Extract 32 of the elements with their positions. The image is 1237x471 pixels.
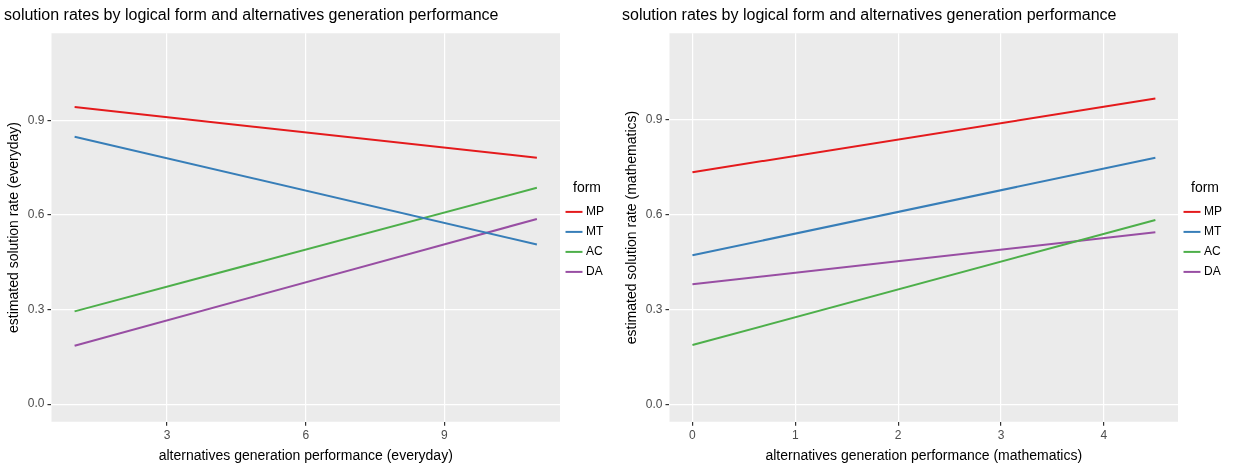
y-tick-label: 0.9 bbox=[27, 112, 45, 127]
legend-label: DA bbox=[586, 264, 603, 279]
y-tick-label: 0.0 bbox=[645, 396, 663, 411]
x-axis-title: alternatives generation performance (mathematics) bbox=[765, 447, 1083, 464]
x-tick-label: 3 bbox=[163, 428, 171, 443]
legend-label: MT bbox=[1204, 224, 1222, 239]
x-axis-title: alternatives generation performance (everyday) bbox=[158, 447, 453, 464]
legend-label: MT bbox=[586, 224, 604, 239]
chart-title: solution rates by logical form and alternatives generation performance bbox=[622, 6, 1117, 24]
x-tick-label: 0 bbox=[689, 428, 697, 443]
chart-title: solution rates by logical form and alternatives generation performance bbox=[4, 6, 499, 24]
legend-label: DA bbox=[1204, 264, 1221, 279]
legend-label: MP bbox=[586, 204, 604, 219]
x-tick-label: 3 bbox=[997, 428, 1005, 443]
y-tick-label: 0.6 bbox=[27, 207, 45, 222]
legend-title: form bbox=[573, 178, 601, 195]
x-tick-label: 9 bbox=[441, 428, 449, 443]
y-tick-label: 0.3 bbox=[27, 301, 45, 316]
y-tick-label: 0.3 bbox=[645, 301, 663, 316]
x-tick-label: 4 bbox=[1100, 428, 1108, 443]
x-tick-label: 2 bbox=[894, 428, 902, 443]
y-axis-title: estimated solution rate (mathematics) bbox=[623, 110, 640, 345]
x-tick-label: 6 bbox=[302, 428, 310, 443]
x-tick-label: 1 bbox=[791, 428, 799, 443]
y-tick-label: 0.6 bbox=[645, 207, 663, 222]
legend-label: AC bbox=[1204, 244, 1221, 259]
y-tick-label: 0.9 bbox=[645, 112, 663, 127]
legend-title: form bbox=[1191, 178, 1219, 195]
y-tick-label: 0.0 bbox=[27, 396, 45, 411]
legend-label: MP bbox=[1204, 204, 1222, 219]
y-axis-title: estimated solution rate (everyday) bbox=[5, 122, 22, 333]
legend-label: AC bbox=[586, 244, 603, 259]
